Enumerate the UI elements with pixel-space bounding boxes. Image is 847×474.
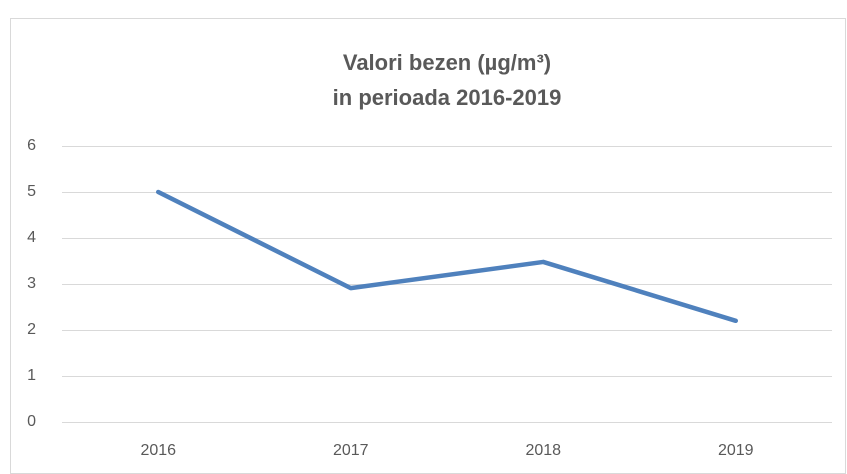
x-tick-label: 2019 <box>718 442 754 459</box>
y-tick-label: 5 <box>27 183 36 200</box>
chart-title: in perioada 2016-2019 <box>333 85 562 110</box>
x-tick-label: 2016 <box>140 442 176 459</box>
chart-title: Valori bezen (µg/m³) <box>343 50 551 75</box>
x-tick-label: 2017 <box>333 442 369 459</box>
y-tick-label: 2 <box>27 321 36 338</box>
data-line <box>156 189 738 324</box>
y-tick-label: 0 <box>27 413 36 430</box>
y-tick-label: 1 <box>27 367 36 384</box>
y-tick-label: 4 <box>27 229 36 246</box>
x-tick-label: 2018 <box>525 442 561 459</box>
y-tick-label: 3 <box>27 275 36 292</box>
chart-border <box>10 18 846 474</box>
y-tick-label: 6 <box>27 137 36 154</box>
